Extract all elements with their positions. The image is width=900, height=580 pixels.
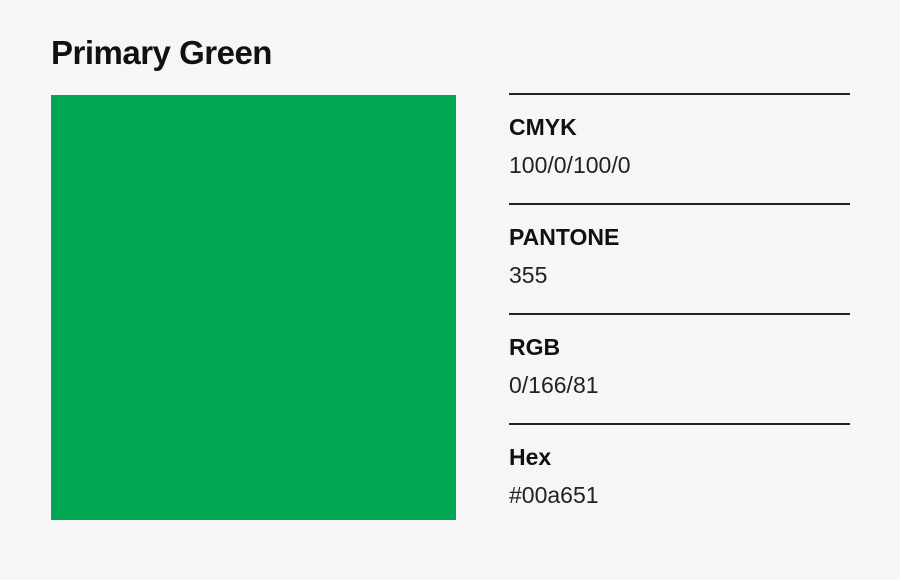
spec-value: #00a651 [509, 482, 599, 508]
spec-value: 355 [509, 262, 548, 288]
spec-rgb: RGB 0/166/81 [509, 313, 850, 423]
color-swatch [51, 95, 456, 520]
spec-cmyk: CMYK 100/0/100/0 [509, 93, 850, 203]
spec-label: RGB [509, 334, 561, 360]
page-title: Primary Green [51, 34, 272, 71]
spec-value: 100/0/100/0 [509, 152, 631, 178]
spec-label: Hex [509, 444, 552, 470]
spec-label: PANTONE [509, 224, 620, 250]
spec-value: 0/166/81 [509, 372, 599, 398]
spec-hex: Hex #00a651 [509, 423, 850, 533]
color-specs: CMYK 100/0/100/0 PANTONE 355 RGB 0/166/8… [509, 93, 850, 533]
spec-pantone: PANTONE 355 [509, 203, 850, 313]
spec-label: CMYK [509, 114, 577, 140]
